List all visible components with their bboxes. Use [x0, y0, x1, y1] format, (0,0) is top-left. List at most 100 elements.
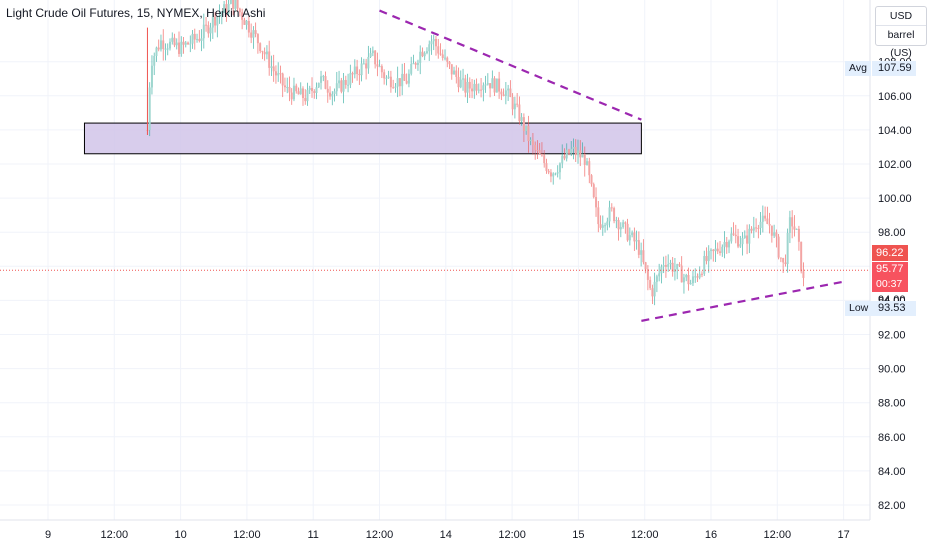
supply-zones[interactable]: [83, 122, 642, 155]
candle-body: [495, 78, 498, 93]
candle-body: [320, 76, 323, 83]
candle-body: [604, 225, 607, 227]
candle-body: [646, 269, 649, 280]
candle-body: [405, 80, 408, 84]
candle-body: [475, 83, 478, 91]
candle-body: [344, 79, 347, 85]
candle-body: [516, 103, 519, 105]
candle-body: [705, 256, 708, 262]
candle-body: [193, 33, 196, 40]
candle-body: [770, 225, 773, 236]
candle-body: [383, 72, 386, 79]
candle-body: [272, 66, 275, 72]
candle-body: [362, 63, 365, 65]
candle-body: [536, 150, 539, 152]
trendline[interactable]: [641, 280, 844, 322]
candle-body: [793, 226, 796, 230]
candle-body: [615, 220, 618, 222]
candle-body: [698, 273, 701, 278]
candle-body: [489, 83, 492, 89]
candle-body: [653, 281, 656, 297]
last-price-value: 95.77: [876, 263, 904, 275]
candle-body: [299, 88, 302, 95]
candle-body: [710, 249, 712, 251]
candle-body: [482, 85, 485, 91]
candle-body: [274, 71, 277, 76]
candle-body: [797, 228, 800, 242]
candle-body: [730, 233, 733, 242]
trendlines[interactable]: [379, 9, 844, 322]
candle-body: [229, 0, 232, 4]
candle-body: [207, 25, 210, 34]
candle-body: [448, 61, 451, 65]
price-tick-label: 104.00: [878, 125, 912, 137]
candles: [146, 0, 805, 306]
scale-unit-selector[interactable]: USD barrel (US): [875, 6, 927, 59]
unit-label: barrel (US): [887, 29, 915, 59]
candle-body: [633, 232, 636, 242]
candle-body: [561, 155, 564, 164]
candle-body: [428, 44, 431, 52]
candle-body: [766, 218, 769, 224]
candle-body: [340, 80, 343, 92]
candle-body: [527, 125, 530, 142]
candle-body: [396, 78, 399, 87]
candle-body: [187, 42, 190, 45]
candle-body: [554, 173, 557, 175]
candle-body: [223, 4, 226, 13]
time-tick-label: 17: [837, 529, 849, 541]
grid-lines: [0, 0, 870, 520]
candle-body: [640, 250, 643, 255]
candle-body: [743, 235, 746, 238]
candle-body: [628, 235, 631, 241]
candle-body: [338, 80, 341, 84]
candle-body: [631, 232, 634, 236]
candle-body: [202, 24, 205, 39]
candle-body: [642, 250, 645, 263]
time-tick-label: 9: [45, 529, 51, 541]
candle-body: [378, 66, 381, 68]
candle-body: [660, 266, 663, 274]
time-tick-label: 12:00: [631, 529, 659, 541]
candle-body: [610, 207, 613, 209]
candle-body: [513, 103, 516, 110]
candle-body: [419, 51, 422, 63]
time-axis-labels[interactable]: 9 12:00 10 12:00 11 12:00 14 12:00 15 12:00 16 12:0…: [45, 529, 850, 541]
candle-body: [480, 89, 483, 91]
candle-body: [347, 84, 350, 86]
candle-body: [216, 16, 219, 26]
candle-body: [728, 241, 731, 248]
candle-body: [525, 125, 528, 132]
candle-body: [723, 241, 726, 247]
candle-body: [281, 73, 284, 86]
candle-body: [678, 264, 681, 266]
candle-body: [324, 76, 327, 89]
candle-body: [232, 0, 235, 9]
candle-body: [322, 76, 325, 78]
candle-body: [256, 34, 259, 44]
candle-body: [500, 91, 503, 95]
candle-body: [703, 256, 706, 274]
candle-body: [608, 207, 611, 222]
time-tick-label: 12:00: [101, 529, 129, 541]
trendline[interactable]: [379, 9, 642, 121]
candle-body: [746, 235, 749, 244]
supply-zone-rect[interactable]: [83, 122, 642, 155]
candle-body: [511, 96, 514, 110]
candle-body: [434, 39, 437, 47]
candle-body: [277, 73, 280, 76]
candle-body: [238, 8, 241, 13]
candle-body: [457, 76, 460, 88]
candle-body: [297, 91, 300, 95]
candle-body: [159, 40, 162, 50]
candle-body: [673, 269, 676, 272]
candle-body: [407, 73, 410, 84]
candle-body: [748, 228, 751, 244]
candle-body: [579, 150, 582, 158]
candle-body: [680, 265, 683, 283]
candle-body: [414, 63, 417, 65]
candle-body: [211, 16, 214, 28]
candle-body: [534, 145, 537, 151]
